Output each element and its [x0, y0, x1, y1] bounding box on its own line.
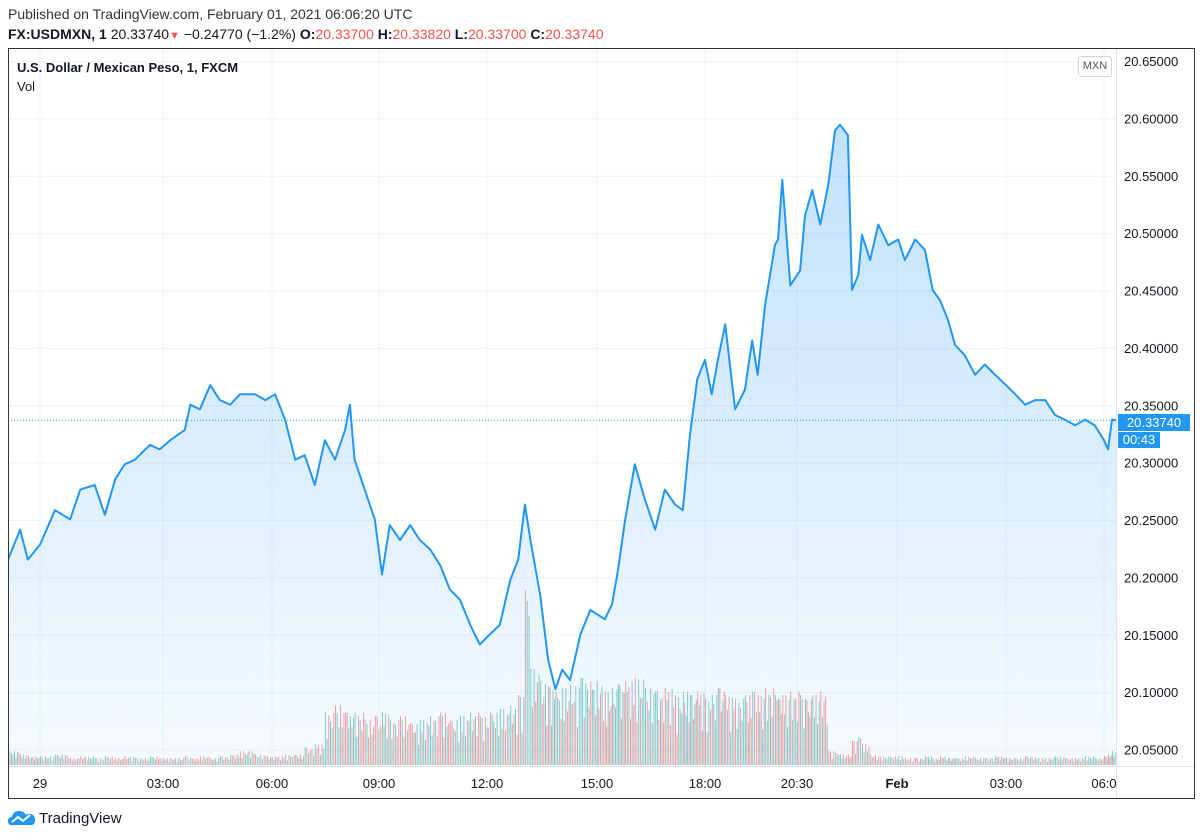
- price-change: −0.24770 (−1.2%): [183, 26, 296, 42]
- price-line: [8, 123, 1116, 691]
- bar-countdown: 00:43: [1118, 432, 1160, 448]
- price-axis[interactable]: 20.65000 20.60000 20.55000 20.50000 20.45000…: [1124, 54, 1178, 757]
- price-area: [8, 123, 1116, 766]
- price-tick-label: 20.50000: [1124, 226, 1178, 241]
- time-tick-label: 18:00: [689, 776, 722, 791]
- price-tick-label: 20.40000: [1124, 341, 1178, 356]
- chart-frame: [8, 48, 1195, 799]
- legend-title: U.S. Dollar / Mexican Peso, 1, FXCM: [17, 60, 239, 75]
- price-tick-label: 20.45000: [1124, 284, 1178, 299]
- time-tick-label: 29: [33, 776, 47, 791]
- time-tick-label: 06:0: [1091, 776, 1116, 791]
- ohlc-high-label: H:: [377, 26, 393, 42]
- time-axis[interactable]: 29 03:00 06:00 09:00 12:00 15:00 18:00 20:30 Feb…: [33, 776, 1117, 791]
- time-tick-label: 20:30: [781, 776, 814, 791]
- symbol-name: FX:USDMXN, 1: [8, 26, 107, 42]
- footer-brand: TradingView: [39, 809, 122, 827]
- time-tick-label: Feb: [885, 776, 908, 791]
- price-tick-label: 20.15000: [1124, 628, 1178, 643]
- published-caption: Published on TradingView.com, February 0…: [8, 6, 413, 22]
- tradingview-logo[interactable]: TradingView: [8, 809, 122, 827]
- ohlc-low-value: 20.33700: [468, 26, 527, 42]
- price-tick-label: 20.10000: [1124, 685, 1178, 700]
- tradingview-cloud-icon: [8, 811, 35, 825]
- time-tick-label: 03:00: [990, 776, 1023, 791]
- price-area-fill: [8, 124, 1116, 766]
- price-tick-label: 20.35000: [1124, 398, 1178, 413]
- time-tick-label: 15:00: [581, 776, 614, 791]
- triangle-down-icon: ▼: [169, 30, 180, 42]
- time-tick-label: 06:00: [256, 776, 289, 791]
- price-tick-label: 20.25000: [1124, 513, 1178, 528]
- price-tick-label: 20.30000: [1124, 456, 1178, 471]
- price-tick-label: 20.20000: [1124, 570, 1178, 585]
- ohlc-close-value: 20.33740: [545, 26, 604, 42]
- last-price: 20.33740: [110, 26, 170, 42]
- ohlc-high-value: 20.33820: [392, 26, 451, 42]
- ohlc-open-label: O:: [299, 26, 316, 42]
- time-tick-label: 03:00: [147, 776, 180, 791]
- price-tick-label: 20.65000: [1124, 54, 1178, 69]
- currency-button[interactable]: MXN: [1078, 56, 1112, 77]
- last-price-label: 20.33740: [1118, 414, 1190, 431]
- ohlc-open-value: 20.33700: [315, 26, 374, 42]
- legend-volume: Vol: [17, 79, 36, 94]
- price-tick-label: 20.60000: [1124, 112, 1178, 127]
- price-tick-label: 20.05000: [1124, 743, 1178, 758]
- ohlc-low-label: L:: [454, 26, 469, 42]
- price-tick-label: 20.55000: [1124, 169, 1178, 184]
- time-tick-label: 09:00: [363, 776, 396, 791]
- time-tick-label: 12:00: [471, 776, 504, 791]
- chart-legend: U.S. Dollar / Mexican Peso, 1, FXCM Vol: [17, 60, 238, 94]
- ohlc-close-label: C:: [530, 26, 546, 42]
- symbol-info-bar: FX:USDMXN, 1 20.33740▼ −0.24770 (−1.2%) …: [8, 26, 604, 42]
